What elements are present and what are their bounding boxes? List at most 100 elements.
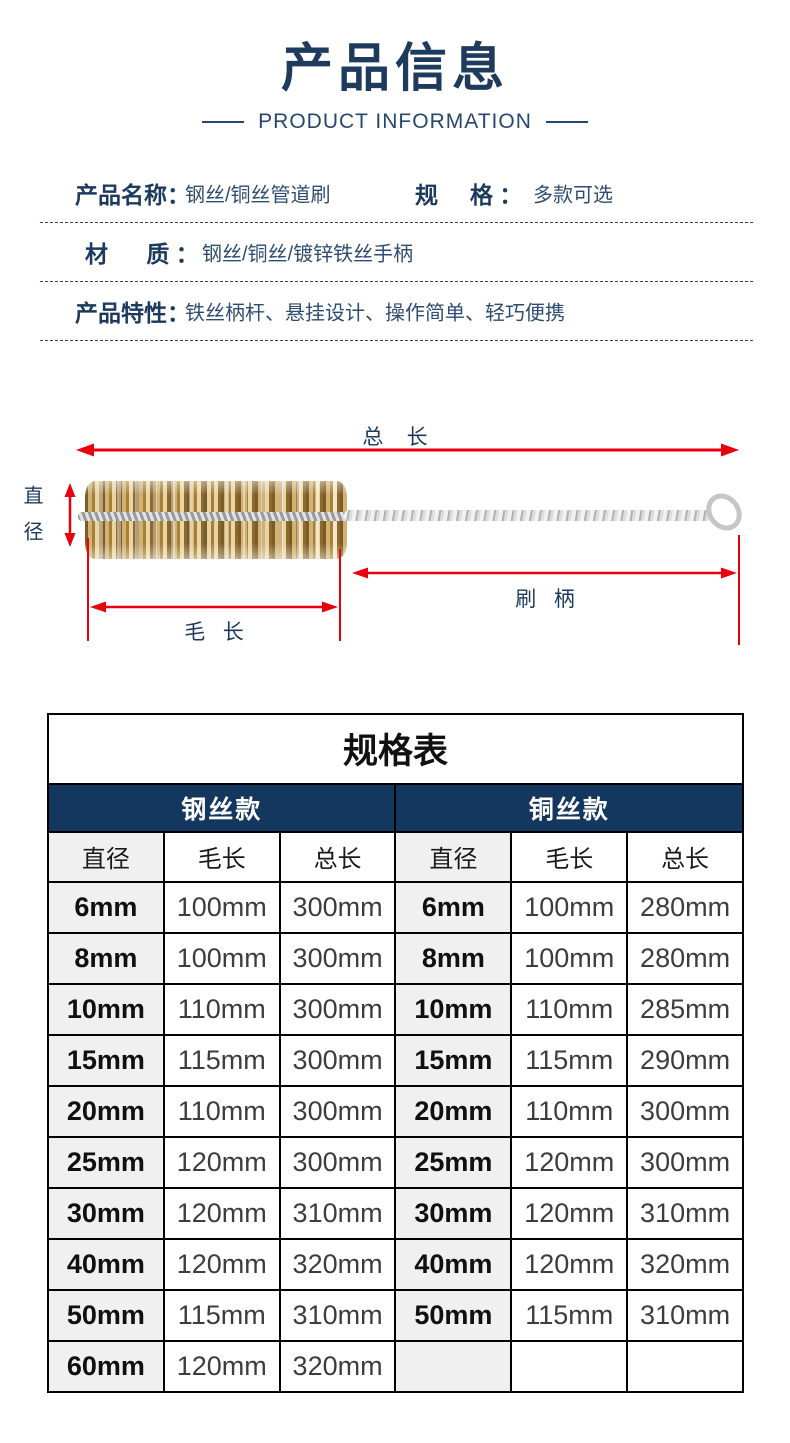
spec-row: 10mm 110mm 300mm 10mm 110mm 285mm: [47, 982, 744, 1036]
value-cell: 300mm: [278, 1135, 397, 1189]
value-cell: 100mm: [162, 880, 281, 934]
value-cell: 120mm: [510, 1237, 629, 1291]
diameter-cell: 50mm: [394, 1288, 513, 1342]
diameter-cell: 10mm: [394, 982, 513, 1036]
value-cell: 110mm: [510, 982, 629, 1036]
diameter-cell: 40mm: [47, 1237, 165, 1291]
attribute-row-features: 产品特性： 铁丝柄杆、悬挂设计、操作简单、轻巧便携: [40, 282, 753, 341]
bristle-length-arrow: [90, 601, 338, 613]
column-header: 毛长: [162, 830, 281, 883]
features-value: 铁丝柄杆、悬挂设计、操作简单、轻巧便携: [185, 302, 565, 325]
diameter-cell: 15mm: [394, 1033, 513, 1087]
diameter-cell: 8mm: [394, 931, 513, 985]
attribute-row-name-spec: 产品名称： 钢丝/铜丝管道刷 规 格 ： 多款可选: [40, 164, 753, 223]
diameter-cell: 8mm: [47, 931, 165, 985]
value-cell: 120mm: [162, 1135, 281, 1189]
page-subtitle-row: PRODUCT INFORMATION: [0, 110, 790, 134]
diameter-cell: 20mm: [47, 1084, 165, 1138]
material-label: 材 质 ：: [85, 240, 199, 267]
column-header-row: 直径 毛长 总长 直径 毛长 总长: [47, 830, 744, 883]
spec-row: 15mm 115mm 300mm 15mm 115mm 290mm: [47, 1033, 744, 1087]
spec-row: 30mm 120mm 310mm 30mm 120mm 310mm: [47, 1186, 744, 1240]
value-cell: 115mm: [162, 1033, 281, 1087]
subtitle-line-right: [545, 120, 588, 123]
dimension-diagram: 总 长 直径 刷 柄 毛 长: [0, 413, 790, 663]
spec-row: 40mm 120mm 320mm 40mm 120mm 320mm: [47, 1237, 744, 1291]
value-cell: 310mm: [626, 1186, 744, 1240]
total-length-label: 总 长: [362, 425, 428, 449]
diameter-cell: 30mm: [47, 1186, 165, 1240]
spec-value: 多款可选: [533, 184, 613, 207]
column-header: 直径: [47, 830, 165, 883]
value-cell: 110mm: [162, 982, 281, 1036]
spec-table: 规格表 钢丝款 铜丝款 直径 毛长 总长 直径 毛长 总长 6mm 100mm 300mm 6m…: [46, 712, 744, 1393]
product-attributes: 产品名称： 钢丝/铜丝管道刷 规 格 ： 多款可选 材 质 ： 钢丝/铜丝/镀锌…: [40, 164, 753, 341]
value-cell: 115mm: [510, 1033, 629, 1087]
dimension-guide-lines: [87, 534, 740, 645]
spec-table-section: 规格表 钢丝款 铜丝款 直径 毛长 总长 直径 毛长 总长 6mm 100mm 300mm 6m…: [46, 712, 744, 1393]
value-cell: 120mm: [510, 1186, 629, 1240]
spec-row: 50mm 115mm 310mm 50mm 115mm 310mm: [47, 1288, 744, 1342]
group-header-row: 钢丝款 铜丝款: [46, 782, 744, 833]
diameter-cell: [394, 1339, 513, 1393]
value-cell: [626, 1339, 744, 1393]
handle-length-arrow: [352, 567, 737, 579]
value-cell: 120mm: [162, 1186, 281, 1240]
diameter-cell: 25mm: [394, 1135, 513, 1189]
value-cell: 120mm: [162, 1339, 281, 1393]
value-cell: 320mm: [626, 1237, 744, 1291]
value-cell: 110mm: [162, 1084, 281, 1138]
diameter-arrow: [64, 482, 76, 547]
handle-label: 刷 柄: [515, 587, 575, 611]
value-cell: 290mm: [626, 1033, 744, 1087]
diameter-cell: 6mm: [394, 880, 513, 934]
group-header-steel: 钢丝款: [46, 782, 397, 833]
total-length-arrow: [76, 443, 739, 457]
value-cell: 115mm: [510, 1288, 629, 1342]
diameter-label: 直径: [20, 484, 42, 557]
value-cell: 110mm: [510, 1084, 629, 1138]
diameter-cell: 60mm: [47, 1339, 165, 1393]
hanging-ring-icon: [706, 493, 742, 531]
diameter-cell: 30mm: [394, 1186, 513, 1240]
spec-table-title: 规格表: [47, 712, 744, 785]
value-cell: 280mm: [626, 931, 744, 985]
column-header: 总长: [626, 830, 744, 883]
spec-row: 60mm 120mm 320mm: [47, 1339, 744, 1393]
value-cell: 320mm: [278, 1339, 397, 1393]
spec-row: 6mm 100mm 300mm 6mm 100mm 280mm: [47, 880, 744, 934]
page-header: 产品信息 PRODUCT INFORMATION: [0, 0, 790, 134]
value-cell: 100mm: [510, 931, 629, 985]
diameter-cell: 40mm: [394, 1237, 513, 1291]
column-header: 直径: [394, 830, 513, 883]
diameter-cell: 10mm: [47, 982, 165, 1036]
value-cell: 100mm: [162, 931, 281, 985]
diameter-cell: 50mm: [47, 1288, 165, 1342]
group-header-copper: 铜丝款: [394, 782, 744, 833]
value-cell: 310mm: [278, 1288, 397, 1342]
brush-core-wire: [78, 511, 350, 521]
value-cell: 320mm: [278, 1237, 397, 1291]
value-cell: 300mm: [278, 1084, 397, 1138]
diameter-cell: 25mm: [47, 1135, 165, 1189]
product-name-value: 钢丝/铜丝管道刷: [185, 184, 331, 207]
page-subtitle: PRODUCT INFORMATION: [258, 109, 532, 133]
value-cell: 120mm: [162, 1237, 281, 1291]
dimension-arrows: [64, 443, 742, 645]
attribute-row-material: 材 质 ： 钢丝/铜丝/镀锌铁丝手柄: [40, 223, 753, 282]
spec-row: 25mm 120mm 300mm 25mm 120mm 300mm: [47, 1135, 744, 1189]
value-cell: 310mm: [278, 1186, 397, 1240]
product-name-label: 产品名称：: [75, 181, 190, 208]
column-header: 总长: [278, 830, 397, 883]
subtitle-line-left: [202, 120, 245, 123]
brush-handle-wire: [344, 509, 714, 521]
material-value: 钢丝/铜丝/镀锌铁丝手柄: [202, 243, 414, 266]
value-cell: 300mm: [278, 931, 397, 985]
value-cell: 120mm: [510, 1135, 629, 1189]
diameter-cell: 20mm: [394, 1084, 513, 1138]
value-cell: 300mm: [278, 880, 397, 934]
value-cell: 300mm: [626, 1135, 744, 1189]
page-title: 产品信息: [280, 40, 509, 98]
column-header: 毛长: [510, 830, 629, 883]
